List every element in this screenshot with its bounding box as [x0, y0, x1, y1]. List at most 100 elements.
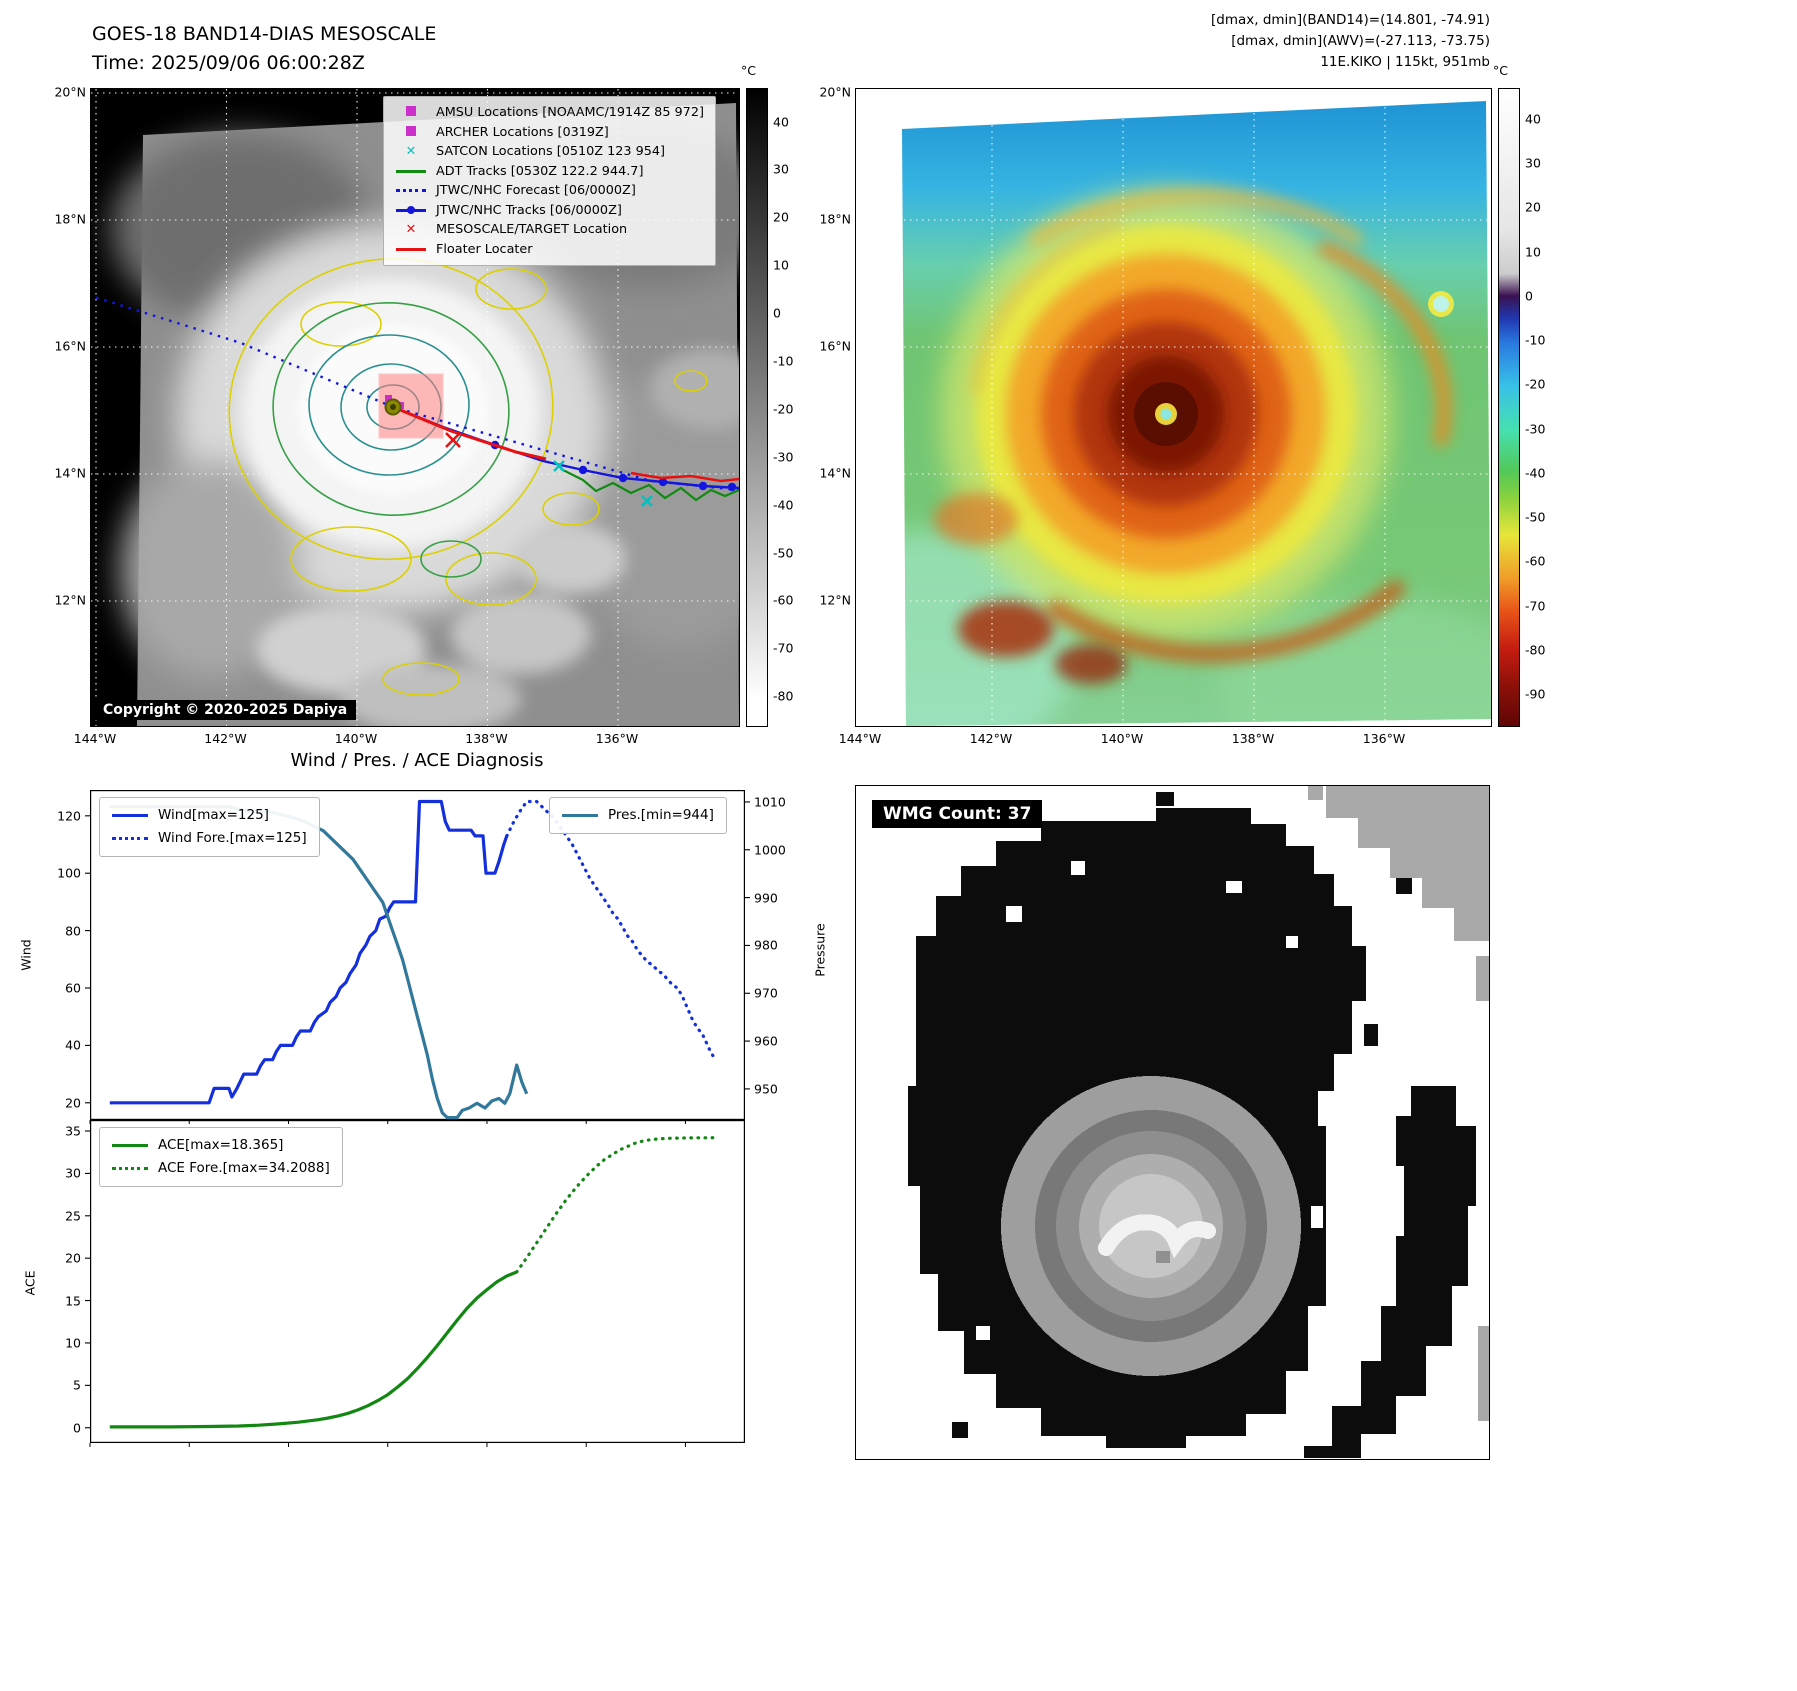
series-ACE[max=18.365] [109, 1270, 518, 1429]
colorbar-tick-label: 20 [773, 209, 789, 225]
legend-label: Floater Locater [436, 241, 533, 257]
wmg-eyewall-ring [1001, 1076, 1301, 1376]
axis-tick-label: 10 [65, 1335, 81, 1351]
lon-tick-label: 142°W [204, 731, 247, 746]
pressure-line-sample-icon [562, 814, 598, 817]
legend-item: ✕ SATCON Locations [0510Z 123 954] [395, 142, 704, 162]
axis-tick-label: 25 [65, 1208, 81, 1224]
lon-tick-label: 144°W [838, 731, 882, 746]
legend-label: JTWC/NHC Tracks [06/0000Z] [436, 202, 622, 218]
temperature-contours [228, 257, 708, 696]
colorbar-tick-label: 0 [773, 305, 781, 321]
diagnosis-title: Wind / Pres. / ACE Diagnosis [290, 750, 544, 771]
colorbar-tick-label: -60 [773, 592, 794, 608]
legend-label: MESOSCALE/TARGET Location [436, 222, 628, 237]
axis-tick-label: 100 [57, 865, 81, 881]
graticule [856, 89, 1491, 726]
line-dot-marker-icon [395, 201, 427, 221]
square-marker-icon [395, 103, 427, 123]
axis-tick-label: 5 [73, 1377, 81, 1393]
lon-tick-label: 138°W [1231, 731, 1275, 746]
header-stats: [dmax, dmin](BAND14)=(14.801, -74.91) [d… [1211, 10, 1490, 73]
axis-tick-label: 40 [65, 1037, 81, 1053]
lon-tick-label: 144°W [73, 731, 117, 746]
legend-item: ACE Fore.[max=34.2088] [112, 1157, 330, 1180]
axis-tick-label: 960 [754, 1033, 778, 1049]
legend-item: ADT Tracks [0530Z 122.2 944.7] [395, 162, 704, 182]
legend-item: Wind[max=125] [112, 804, 307, 827]
lon-tick-label: 142°W [969, 731, 1013, 746]
axis-tick-label: 20 [65, 1250, 81, 1266]
series-ACE Fore.[max=34.2088] [515, 1136, 717, 1274]
colorbar2-unit: °C [1493, 63, 1508, 78]
colorbar-tick-label: -40 [773, 497, 794, 513]
lon-tick-label: 140°W [1100, 731, 1144, 746]
ace-axis-title: ACE [22, 1270, 38, 1296]
colorbar-tick-label: -50 [773, 545, 794, 561]
lon-tick-label: 140°W [334, 731, 378, 746]
colorbar-tick-label: 40 [773, 114, 789, 130]
axis-tick-label: 0 [73, 1420, 81, 1436]
lat-tick-label: 12°N [819, 592, 851, 608]
colorbar-tick-label: 30 [773, 161, 789, 177]
wmg-count-chip: WMG Count: 37 [872, 800, 1043, 828]
dmax-dmin-awv: [dmax, dmin](AWV)=(-27.113, -73.75) [1231, 32, 1490, 49]
goes-time: Time: 2025/09/06 06:00:28Z [92, 52, 365, 75]
colorbar-tick-label: 20 [1525, 199, 1541, 215]
legend-label: SATCON Locations [0510Z 123 954] [436, 144, 666, 159]
wind-axis-title: Wind [18, 939, 34, 971]
axis-tick-label: 980 [754, 937, 778, 953]
colorbar-tick-label: -40 [1525, 465, 1546, 481]
dotted-marker-icon [395, 181, 427, 201]
colorbar-tick-label: -50 [1525, 509, 1546, 525]
colorbar2-ticks: 40 30 20 10 0 -10 -20 -30 -40 -50 -60 -70 -80 -90 [1525, 88, 1571, 725]
lat-tick-label: 18°N [54, 211, 86, 227]
legend-item: Pres.[min=944] [562, 804, 714, 827]
colorbar1-unit: °C [741, 63, 756, 78]
legend-label: Pres.[min=944] [608, 807, 714, 823]
wmg-image [856, 786, 1489, 1459]
lat-tick-label: 14°N [819, 465, 851, 481]
colorbar-tick-label: 0 [1525, 288, 1533, 304]
storm-center-dot [390, 404, 396, 410]
map-legend: AMSU Locations [NOAAMC/1914Z 85 972] ARCH… [383, 96, 716, 266]
eye [1160, 408, 1172, 420]
colorbar-tick-label: -80 [773, 688, 794, 704]
colorbar-tick-label: -20 [773, 401, 794, 417]
line-marker-icon [395, 240, 427, 260]
floater-locater-line [392, 405, 547, 461]
colorbar-tick-label: -10 [773, 353, 794, 369]
colorbar-tick-label: 10 [1525, 244, 1541, 260]
chart-wind-svg [85, 790, 750, 1124]
lat-tick-label: 18°N [819, 211, 851, 227]
ace-line-sample-icon [112, 1144, 148, 1147]
lon-tick-label: 136°W [1362, 731, 1406, 746]
axis-tick-label: 1010 [754, 794, 786, 810]
pressure-axis-title: Pressure [812, 923, 828, 977]
colorbar-tick-label: -70 [1525, 598, 1546, 614]
colorbar1-ticks: 40 30 20 10 0 -10 -20 -30 -40 -50 -60 -70 -80 [773, 88, 819, 725]
legend-label: ADT Tracks [0530Z 122.2 944.7] [436, 163, 644, 179]
series-Wind[max=125] [109, 799, 509, 1105]
legend-label: JTWC/NHC Forecast [06/0000Z] [436, 183, 636, 198]
colorbar-tick-label: -10 [1525, 332, 1546, 348]
lat-tick-label: 16°N [54, 338, 86, 354]
legend-label: ARCHER Locations [0319Z] [436, 124, 609, 140]
lat-tick-label: 20°N [54, 84, 86, 100]
legend-label: ACE[max=18.365] [158, 1137, 284, 1153]
series-Wind Fore.[max=125] [505, 799, 717, 1062]
axis-tick-label: 30 [65, 1165, 81, 1181]
axis-tick-label: 35 [65, 1123, 81, 1139]
ir-color-map-image [856, 89, 1491, 726]
adt-track-line [560, 468, 739, 502]
lat-tick-label: 12°N [54, 592, 86, 608]
legend-item: AMSU Locations [NOAAMC/1914Z 85 972] [395, 103, 704, 123]
square-marker-icon [395, 123, 427, 143]
colorbar2 [1498, 88, 1520, 727]
ace-chart: 0 5 10 15 20 25 30 35 [65, 1120, 745, 1447]
colorbar-tick-label: 10 [773, 257, 789, 273]
axis-tick-label: 80 [65, 923, 81, 939]
ir-bw-lat-axis: 20°N 18°N 16°N 14°N 12°N [40, 84, 86, 725]
colorbar-tick-label: -30 [773, 449, 794, 465]
colorbar-tick-label: 40 [1525, 111, 1541, 127]
